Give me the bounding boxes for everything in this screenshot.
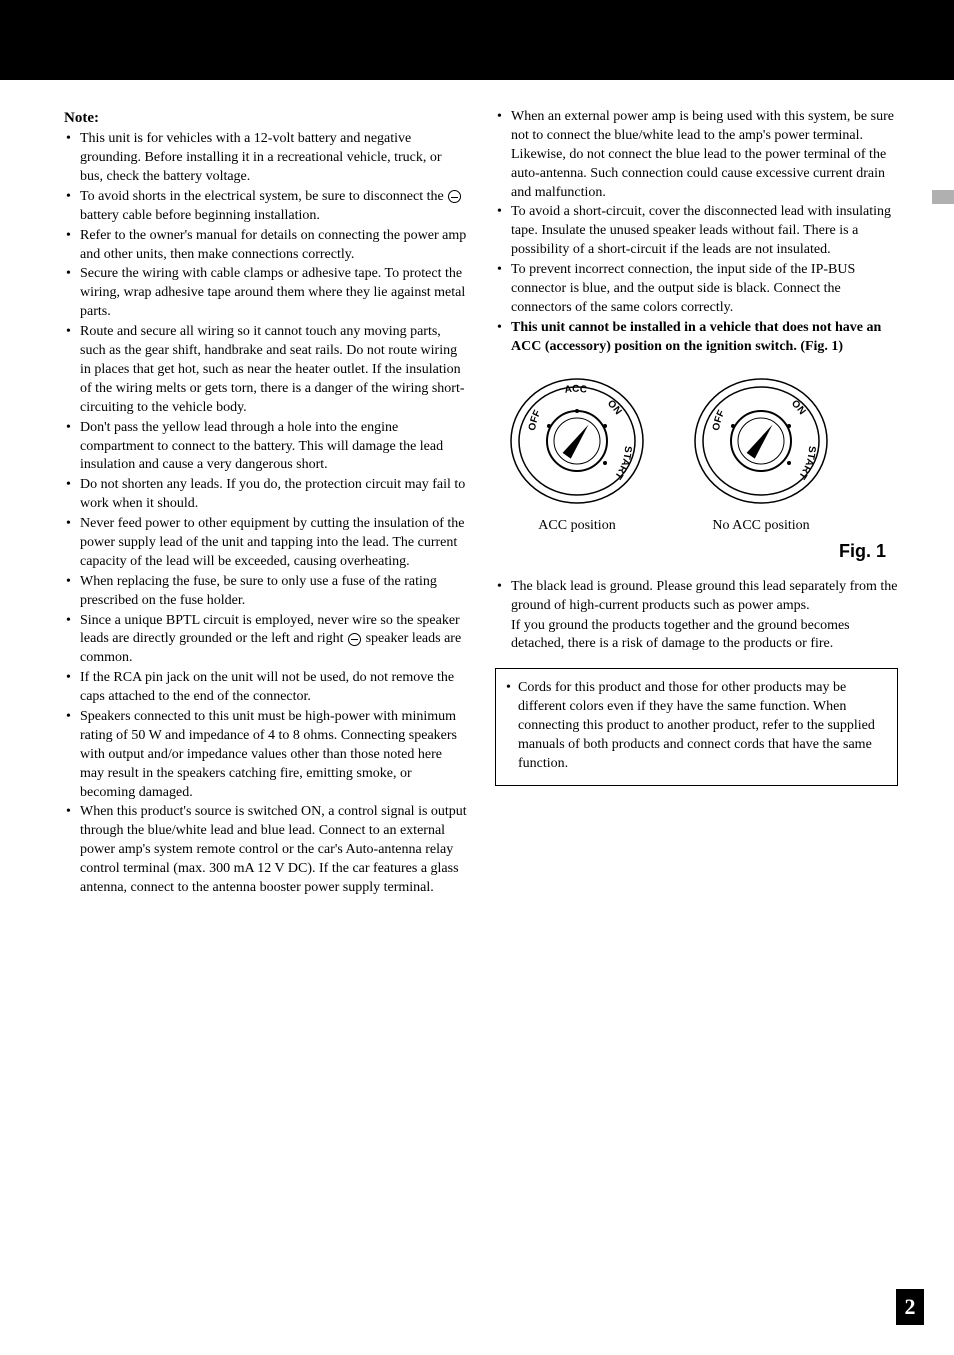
bullet-text: Never feed power to other equipment by c…	[80, 516, 465, 569]
bullet-item: Do not shorten any leads. If you do, the…	[64, 476, 467, 514]
page-number: 2	[896, 1289, 924, 1325]
bullet-text: When this product's source is switched O…	[80, 804, 467, 895]
bullet-text: Speakers connected to this unit must be …	[80, 709, 457, 800]
figure-label: Fig. 1	[495, 539, 886, 563]
minus-icon	[348, 633, 361, 646]
bullet-text: If the RCA pin jack on the unit will not…	[80, 670, 454, 704]
bullet-text: The black lead is ground. Please ground …	[511, 579, 897, 613]
dial-caption: No ACC position	[691, 517, 831, 536]
bullet-item: To prevent incorrect connection, the inp…	[495, 261, 898, 318]
bullet-item: Never feed power to other equipment by c…	[64, 515, 467, 572]
ignition-dial-acc-icon: OFF ACC ON START	[507, 371, 647, 511]
left-bullet-list: This unit is for vehicles with a 12-volt…	[64, 130, 467, 898]
warning-box: Cords for this product and those for oth…	[495, 668, 898, 785]
bullet-item: Route and secure all wiring so it cannot…	[64, 323, 467, 417]
svg-text:START: START	[612, 445, 633, 480]
bullet-item: When an external power amp is being used…	[495, 108, 898, 202]
dial-acc: OFF ACC ON START ACC posit	[507, 371, 647, 536]
bullet-item: The black lead is ground. Please ground …	[495, 578, 898, 616]
minus-icon	[448, 190, 461, 203]
bullet-item: Speakers connected to this unit must be …	[64, 708, 467, 802]
dial-caption: ACC position	[507, 517, 647, 536]
dial-noacc: OFF ON START No ACC position	[691, 371, 831, 536]
note-heading: Note:	[64, 108, 467, 128]
ground-bullet-list: The black lead is ground. Please ground …	[495, 578, 898, 616]
header-black-bar	[0, 0, 954, 80]
svg-text:START: START	[796, 445, 817, 480]
left-column: Note: This unit is for vehicles with a 1…	[64, 108, 467, 899]
svg-text:OFF: OFF	[711, 408, 728, 431]
bullet-item: This unit cannot be installed in a vehic…	[495, 319, 898, 357]
bullet-text: This unit is for vehicles with a 12-volt…	[80, 131, 442, 184]
bullet-item: If the RCA pin jack on the unit will not…	[64, 669, 467, 707]
ground-paragraph: If you ground the products together and …	[495, 617, 898, 655]
right-bullet-list-top: When an external power amp is being used…	[495, 108, 898, 357]
bullet-text: Do not shorten any leads. If you do, the…	[80, 477, 465, 511]
bullet-item: Secure the wiring with cable clamps or a…	[64, 265, 467, 322]
ignition-dial-noacc-icon: OFF ON START	[691, 371, 831, 511]
bullet-item: To avoid a short-circuit, cover the disc…	[495, 203, 898, 260]
bullet-text: Don't pass the yellow lead through a hol…	[80, 420, 443, 473]
box-bullet-list: Cords for this product and those for oth…	[504, 679, 885, 773]
bullet-item: Since a unique BPTL circuit is employed,…	[64, 612, 467, 669]
svg-text:ACC: ACC	[564, 383, 588, 395]
bullet-text-bold: This unit cannot be installed in a vehic…	[511, 320, 881, 354]
bullet-text: When replacing the fuse, be sure to only…	[80, 574, 437, 608]
bullet-text: When an external power amp is being used…	[511, 109, 894, 200]
main-content: Note: This unit is for vehicles with a 1…	[0, 108, 954, 899]
bullet-item: Refer to the owner's manual for details …	[64, 227, 467, 265]
bullet-text: Refer to the owner's manual for details …	[80, 228, 466, 262]
side-tab	[932, 190, 954, 204]
bullet-text: Secure the wiring with cable clamps or a…	[80, 266, 465, 319]
bullet-item: To avoid shorts in the electrical system…	[64, 188, 467, 226]
bullet-text: To prevent incorrect connection, the inp…	[511, 262, 855, 315]
svg-text:OFF: OFF	[527, 408, 544, 431]
bullet-item: When replacing the fuse, be sure to only…	[64, 573, 467, 611]
bullet-text: Cords for this product and those for oth…	[518, 680, 875, 771]
svg-text:ON: ON	[789, 398, 807, 417]
bullet-item: When this product's source is switched O…	[64, 803, 467, 897]
right-column: When an external power amp is being used…	[495, 108, 898, 899]
figure-row: OFF ACC ON START ACC posit	[507, 371, 898, 536]
bullet-text: To avoid a short-circuit, cover the disc…	[511, 204, 891, 257]
bullet-text: Route and secure all wiring so it cannot…	[80, 324, 465, 415]
svg-text:ON: ON	[605, 398, 623, 417]
bullet-item: This unit is for vehicles with a 12-volt…	[64, 130, 467, 187]
bullet-item: Cords for this product and those for oth…	[504, 679, 885, 773]
bullet-item: Don't pass the yellow lead through a hol…	[64, 419, 467, 476]
